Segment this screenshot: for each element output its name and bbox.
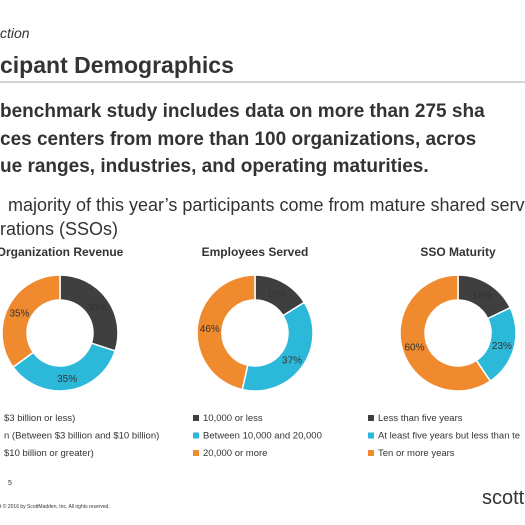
slice-label: 35% <box>9 308 29 319</box>
sub-text: majority of this year’s participants com… <box>0 195 525 239</box>
section: ction <box>0 25 30 41</box>
donut-slice <box>399 274 492 392</box>
legend-label: Between 10,000 and 20,000 <box>203 431 322 442</box>
slice-label: 23% <box>492 341 512 352</box>
legend-label: $10 billion or greater) <box>4 448 94 459</box>
slice-label: 16% <box>267 289 287 300</box>
legend-label: 10,000 or less <box>203 413 263 424</box>
lead-line: ces centers from more than 100 organizat… <box>0 129 476 150</box>
donut-slice <box>1 274 61 369</box>
legend-swatch <box>368 415 374 421</box>
sub-line: rations (SSOs) <box>0 219 118 239</box>
legend-label: 20,000 or more <box>203 448 267 459</box>
slide-title: cipant Demographics <box>0 52 234 78</box>
legend-label: n (Between $3 billion and $10 billion) <box>4 431 159 442</box>
legend-swatch <box>193 432 199 439</box>
slice-label: 46% <box>200 324 220 335</box>
donut-slice <box>12 342 117 392</box>
chart-title: Organization Revenue <box>0 245 124 259</box>
charts: Organization Revenue 30% $3 billion or les… <box>0 245 520 459</box>
slice-label: 35% <box>57 374 77 385</box>
slice-label: 30% <box>87 302 107 313</box>
page-number: 5 <box>8 480 12 487</box>
donut-slice <box>196 274 256 391</box>
legend-swatch <box>193 415 199 421</box>
slice-label: 37% <box>282 355 302 366</box>
legend-label: Less than five years <box>378 413 463 424</box>
legend-swatch <box>368 432 374 439</box>
slice-label: 18% <box>472 290 492 301</box>
donut-slice <box>241 301 314 392</box>
sub-line: majority of this year’s participants com… <box>8 195 525 215</box>
lead-line: benchmark study includes data on more th… <box>0 101 485 122</box>
lead-text: benchmark study includes data on more th… <box>0 101 485 177</box>
donut-slice <box>59 274 119 352</box>
legend-swatch <box>368 450 374 456</box>
legend-label: At least five years but less than te <box>378 431 520 442</box>
chart-title: SSO Maturity <box>420 245 496 259</box>
legend-label: Ten or more years <box>378 448 455 459</box>
legend-swatch <box>193 450 199 456</box>
legend-label: $3 billion or less) <box>4 413 75 424</box>
slice-label: 60% <box>404 342 424 353</box>
chart-title: Employees Served <box>202 245 309 259</box>
lead-line: ue ranges, industries, and operating mat… <box>0 156 429 177</box>
logo: scott <box>482 487 525 509</box>
copyright: t © 2016 by ScottMadden, Inc. All rights… <box>0 503 110 510</box>
